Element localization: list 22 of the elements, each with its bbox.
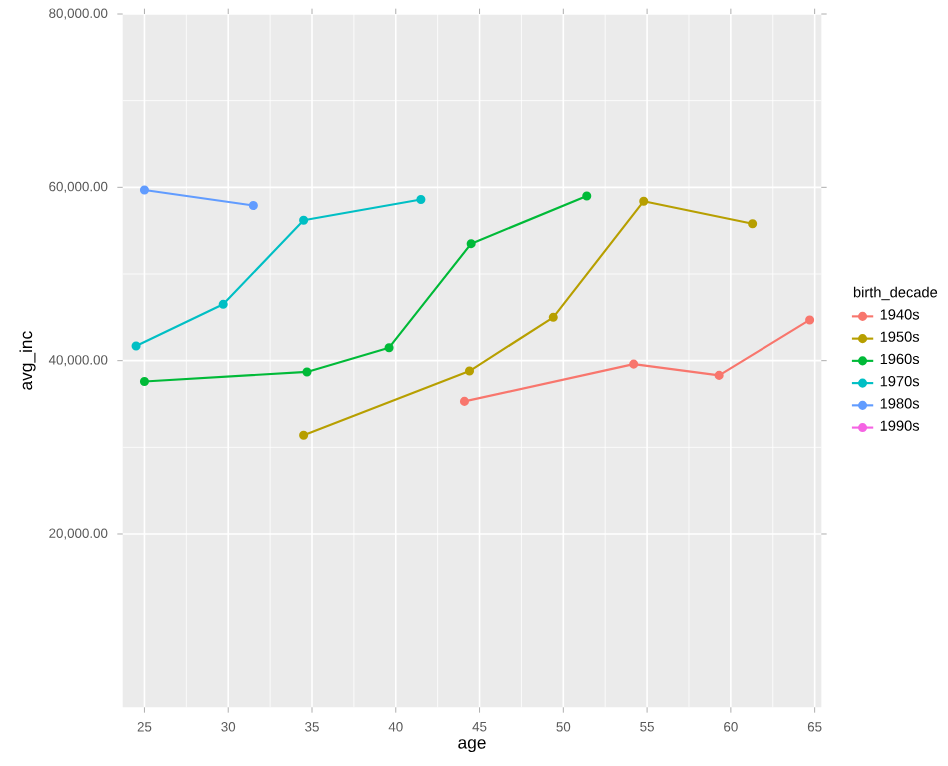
point [748, 219, 758, 229]
point [384, 343, 394, 353]
point [299, 215, 309, 225]
point [248, 201, 258, 211]
point [218, 299, 228, 309]
point [629, 359, 639, 369]
point [459, 396, 469, 406]
point [466, 239, 476, 249]
point [299, 430, 309, 440]
point [714, 370, 724, 380]
point [805, 315, 815, 325]
point [139, 376, 149, 386]
y-axis-title: avg_inc [19, 331, 36, 390]
point [548, 312, 558, 322]
point [416, 194, 426, 204]
point [139, 185, 149, 195]
point [582, 191, 592, 201]
point [464, 366, 475, 376]
point [639, 196, 649, 206]
point [131, 341, 141, 351]
point [302, 367, 312, 377]
x-axis-title: age [458, 739, 486, 753]
